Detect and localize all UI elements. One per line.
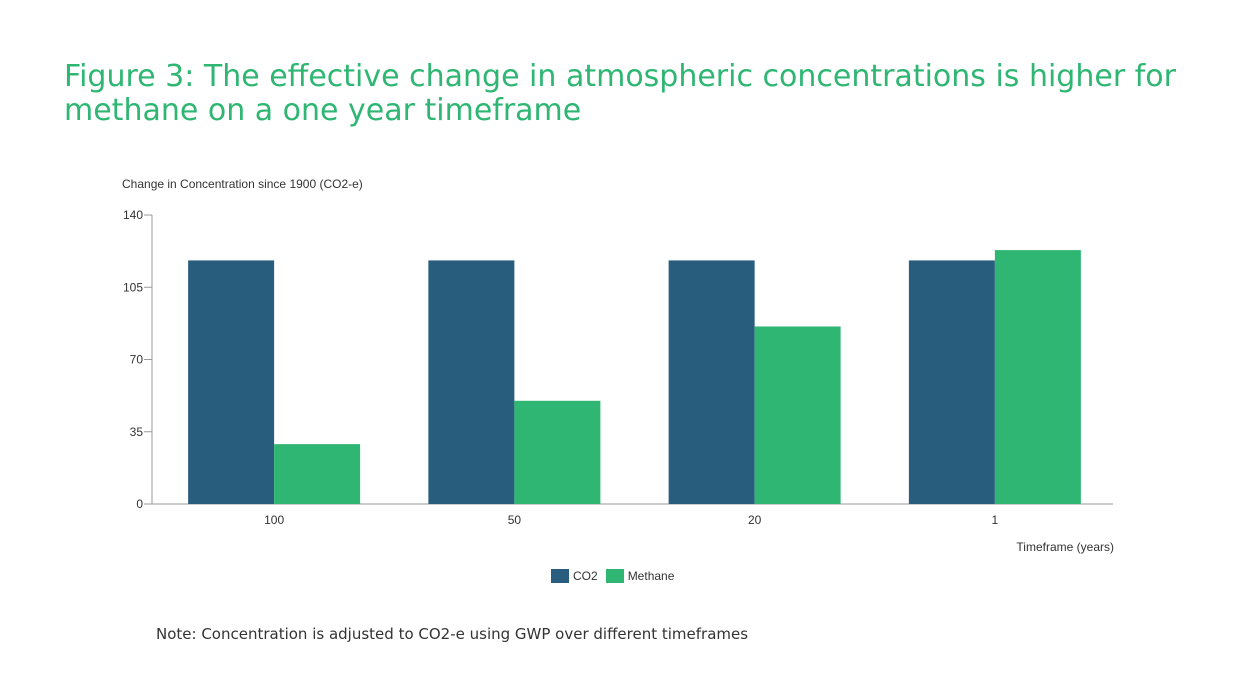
bar-co2-1: [908, 260, 995, 504]
bar-co2-20: [668, 260, 755, 504]
y-tick-label: 35: [130, 425, 144, 439]
legend-label-methane: Methane: [627, 569, 675, 583]
bar-co2-50: [428, 260, 515, 504]
y-tick-label: 140: [123, 208, 143, 222]
x-tick-label: 100: [264, 513, 284, 527]
chart-title: Figure 3: The effective change in atmosp…: [64, 59, 1176, 128]
legend-item-methane: Methane: [605, 569, 675, 583]
footnote: Note: Concentration is adjusted to CO2-e…: [156, 625, 749, 643]
bar-methane-1: [994, 250, 1081, 504]
legend-label-co2: CO2: [573, 569, 598, 583]
legend: CO2 Methane: [551, 569, 674, 583]
legend-swatch-co2: [551, 569, 569, 583]
y-axis-label: Change in Concentration since 1900 (CO2-…: [122, 177, 363, 191]
y-tick-label: 105: [123, 280, 143, 294]
y-tick-label: 70: [130, 353, 144, 367]
legend-item-co2: CO2: [551, 569, 598, 583]
x-tick-label: 50: [508, 513, 522, 527]
legend-swatch-methane: [605, 569, 624, 583]
x-axis-label: Timeframe (years): [1016, 540, 1114, 554]
x-tick-label: 20: [748, 513, 762, 527]
bar-methane-20: [754, 326, 841, 504]
y-tick-label: 0: [136, 497, 143, 511]
x-tick-label: 1: [992, 513, 999, 527]
bar-methane-50: [514, 400, 601, 504]
bar-methane-100: [274, 444, 361, 504]
bar-co2-100: [188, 260, 275, 504]
